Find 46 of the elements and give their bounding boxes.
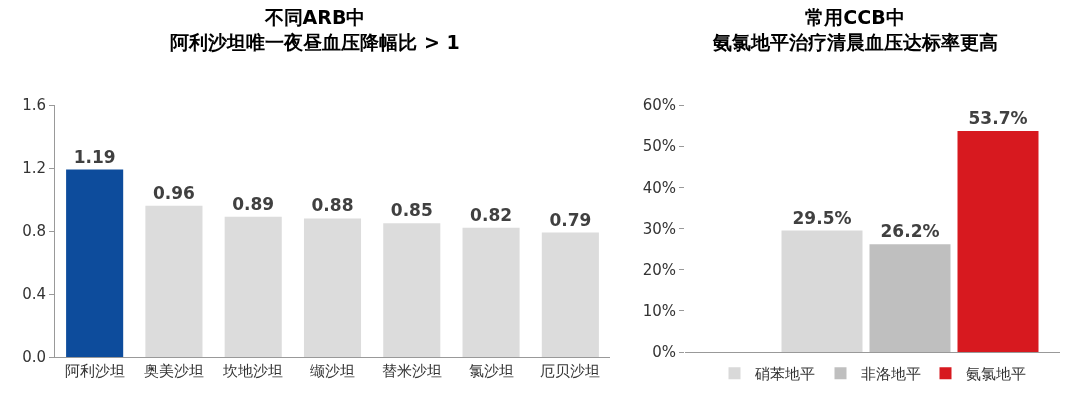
bar xyxy=(224,216,282,357)
y-tick-label: 10% xyxy=(642,302,676,321)
bar xyxy=(303,218,362,357)
y-tick-label: 20% xyxy=(642,260,676,279)
bar xyxy=(66,169,124,357)
data-label: 0.82 xyxy=(470,204,513,225)
data-label: 29.5% xyxy=(792,207,852,228)
data-label: 0.79 xyxy=(549,209,592,230)
data-label: 0.85 xyxy=(390,200,433,221)
y-tick-label: 0.8 xyxy=(22,222,46,241)
chart-title: 常用CCB中 xyxy=(805,6,905,29)
x-tick-label: 缬沙坦 xyxy=(310,362,355,380)
x-tick-label: 坎地沙坦 xyxy=(222,362,284,380)
data-label: 53.7% xyxy=(968,107,1028,128)
data-label: 1.19 xyxy=(73,146,116,167)
y-tick-label: 1.2 xyxy=(22,159,46,178)
x-tick-label: 氯沙坦 xyxy=(468,362,514,380)
y-tick-label: 1.6 xyxy=(22,96,46,115)
bar xyxy=(462,227,520,357)
legend-label: 氨氯地平 xyxy=(965,365,1026,384)
y-tick-label: 60% xyxy=(642,96,676,115)
data-label: 0.88 xyxy=(311,195,354,216)
data-label: 0.96 xyxy=(152,182,195,203)
bar xyxy=(383,223,441,357)
y-tick-label: 40% xyxy=(642,178,676,197)
x-tick-label: 阿利沙坦 xyxy=(64,362,125,380)
bar xyxy=(541,232,599,357)
y-tick-label: 50% xyxy=(642,137,676,156)
chart-subtitle: 阿利沙坦唯一夜昼血压降幅比 > 1 xyxy=(170,30,460,53)
legend-label: 硝苯地平 xyxy=(753,365,815,384)
data-label: 0.89 xyxy=(232,193,275,214)
data-label: 26.2% xyxy=(880,221,940,242)
y-tick-label: 30% xyxy=(642,219,676,238)
x-tick-label: 奥美沙坦 xyxy=(143,362,204,380)
bar xyxy=(781,230,863,352)
y-tick-label: 0.4 xyxy=(22,285,46,304)
x-tick-label: 替米沙坦 xyxy=(381,362,442,380)
chart-subtitle: 氨氯地平治疗清晨血压达标率更高 xyxy=(711,30,998,53)
chart-title: 不同ARB中 xyxy=(263,6,366,29)
bar xyxy=(145,205,203,357)
bar xyxy=(957,130,1039,352)
legend-label: 非洛地平 xyxy=(860,365,921,384)
y-tick-label: 0% xyxy=(652,343,676,362)
bar xyxy=(869,244,951,352)
y-tick-label: 0.0 xyxy=(22,348,46,367)
x-tick-label: 厄贝沙坦 xyxy=(540,362,601,380)
